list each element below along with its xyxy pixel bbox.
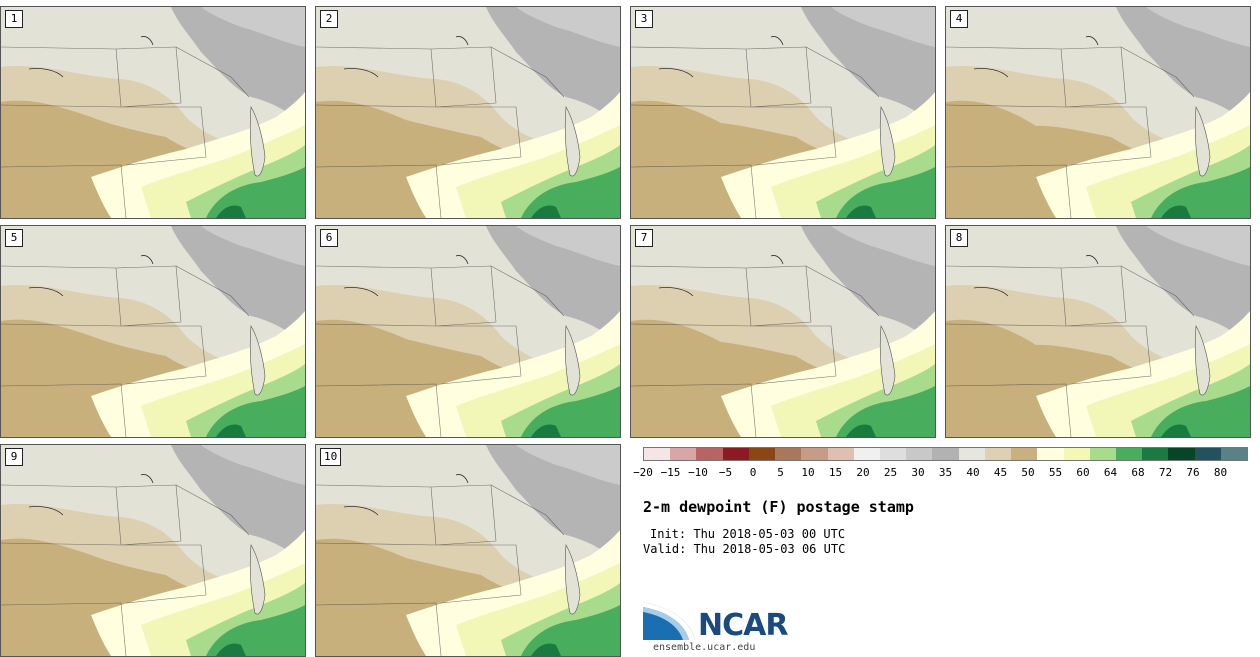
ncar-logo-icon [643,602,695,640]
init-time: Init: Thu 2018-05-03 00 UTC [650,527,846,541]
colorbar-swatch [853,448,880,460]
colorbar-tick-label: −20 [633,466,653,479]
postage-stamp-panel: 9 [0,444,306,657]
colorbar-tick-label: 50 [1021,466,1035,479]
colorbar-tick-label: 76 [1186,466,1200,479]
colorbar-tick-label: 80 [1213,466,1228,479]
colorbar-tick-label: 15 [828,466,843,479]
postage-stamp-panel: 4 [945,6,1251,219]
dewpoint-map [316,7,620,218]
colorbar-swatch [1037,448,1064,460]
colorbar-swatch [932,448,959,460]
postage-stamp-panel: 3 [630,6,936,219]
panel-label: 6 [320,229,338,247]
dewpoint-map [316,445,620,656]
panel-label: 4 [950,10,968,28]
colorbar-swatch [958,448,985,460]
postage-stamp-panel: 5 [0,225,306,438]
colorbar-swatch [801,448,828,460]
colorbar-swatch [722,448,749,460]
colorbar-swatch [748,448,776,460]
colorbar-tick-label: 20 [856,466,870,479]
colorbar-swatch [696,448,723,460]
dewpoint-map [316,226,620,437]
panel-label: 1 [5,10,23,28]
colorbar-tick-label: 45 [993,466,1008,479]
colorbar-tick-label: 10 [801,466,815,479]
colorbar-tick-label: 25 [883,466,898,479]
colorbar-tick-label: 30 [911,466,925,479]
colorbar-swatch [1063,448,1090,460]
dewpoint-map [631,7,935,218]
colorbar-tick-label: 64 [1103,466,1118,479]
panel-label: 10 [320,448,342,466]
colorbar-swatch [670,448,697,460]
panel-label: 3 [635,10,653,28]
colorbar-swatch [1220,448,1248,460]
colorbar-tick-label: 55 [1048,466,1063,479]
colorbar-tick-label: 40 [966,466,980,479]
panel-label: 2 [320,10,338,28]
colorbar-tick-label: −5 [718,466,733,479]
colorbar-tick-label: −10 [688,466,708,479]
colorbar-tick-label: 0 [749,466,757,479]
dewpoint-map [1,226,305,437]
colorbar-swatch [827,448,854,460]
site-url: ensemble.ucar.edu [653,642,756,653]
colorbar-swatch [775,448,802,460]
postage-stamp-panel: 7 [630,225,936,438]
colorbar-ticks: −20 −15 −10 −5 0 5 10 15 20 25 30 35 40 45 50 55 60 64 68 7… [628,466,1258,480]
dewpoint-map [1,7,305,218]
panel-label: 9 [5,448,23,466]
dewpoint-map [946,226,1250,437]
colorbar [643,447,1248,461]
dewpoint-map [946,7,1250,218]
postage-stamp-panel: 6 [315,225,621,438]
postage-stamp-panel: 10 [315,444,621,657]
postage-stamp-panel: 2 [315,6,621,219]
colorbar-swatch [984,448,1012,460]
panel-label: 8 [950,229,968,247]
colorbar-swatch [1089,448,1116,460]
postage-stamp-panel: 8 [945,225,1251,438]
colorbar-tick-label: 72 [1158,466,1173,479]
colorbar-swatch [906,448,933,460]
panel-label: 5 [5,229,23,247]
colorbar-swatch [1142,448,1169,460]
colorbar-swatch [644,448,671,460]
logo-text: NCAR [698,608,788,643]
colorbar-tick-label: 35 [938,466,953,479]
colorbar-tick-label: −15 [660,466,681,479]
colorbar-tick-label: 5 [777,466,784,479]
colorbar-swatch [879,448,907,460]
colorbar-swatch [1115,448,1143,460]
colorbar-tick-label: 60 [1076,466,1090,479]
valid-time: Valid: Thu 2018-05-03 06 UTC [643,542,846,556]
panel-label: 7 [635,229,653,247]
colorbar-tick-label: 68 [1131,466,1145,479]
dewpoint-map [1,445,305,656]
colorbar-swatch [1011,448,1038,460]
dewpoint-map [631,226,935,437]
colorbar-swatch [1194,448,1221,460]
colorbar-swatch [1168,448,1195,460]
figure-title: 2-m dewpoint (F) postage stamp [643,498,914,516]
postage-stamp-panel: 1 [0,6,306,219]
